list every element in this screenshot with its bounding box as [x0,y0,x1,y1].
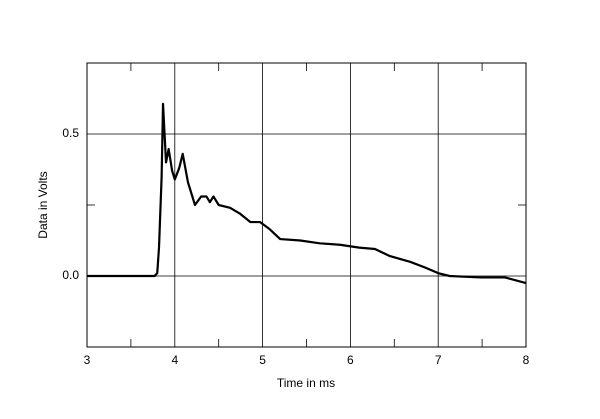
data-line [87,102,527,285]
x-tick-label: 4 [171,353,178,367]
plot-frame [86,62,527,348]
y-axis-label: Data in Volts [36,171,50,238]
x-tick-label: 6 [347,353,354,367]
x-tick-label: 5 [259,353,266,367]
x-axis-label: Time in ms [277,376,335,390]
x-tick-label: 3 [84,353,91,367]
x-tick-label: 8 [523,353,530,367]
y-tick-label: 0.5 [62,126,79,140]
y-tick-label: 0.0 [62,268,79,282]
x-tick-label: 7 [435,353,442,367]
